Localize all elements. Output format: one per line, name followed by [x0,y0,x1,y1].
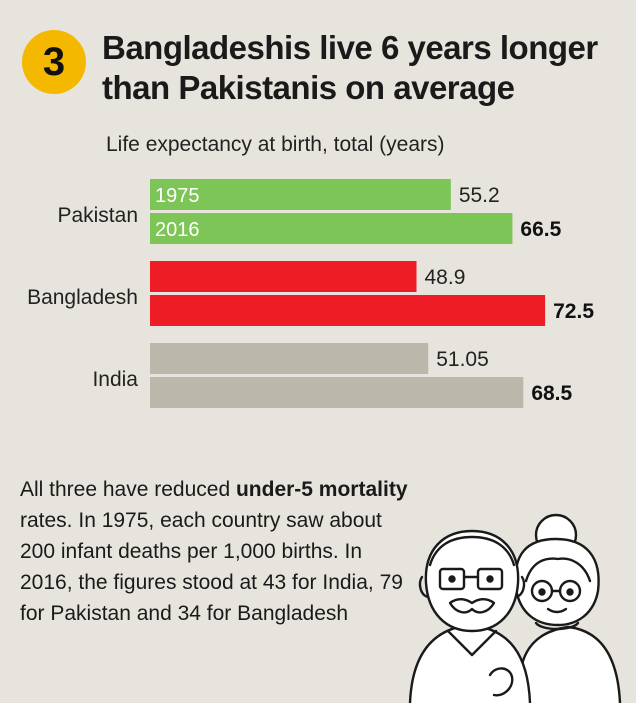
value-label-pakistan-2016: 66.5 [520,218,561,241]
category-label-bangladesh: Bangladesh [27,286,138,309]
bar-series-label-2016: 2016 [155,219,200,241]
section-number-badge: 3 [22,30,86,94]
value-label-bangladesh-1975: 48.9 [425,266,466,289]
value-label-bangladesh-2016: 72.5 [553,300,594,323]
bar-bangladesh-1975 [150,261,417,292]
section-number: 3 [42,39,66,84]
bar-pakistan-2016 [150,213,513,244]
bar-india-1975 [150,343,429,374]
note-text-1: All three have reduced [20,478,236,501]
bar-india-2016 [150,377,524,408]
life-expectancy-bar-chart: 1975 55.2 2016 66.5 Pakistan 48.9 72.5 Banglade… [27,179,594,408]
headline: Bangladeshis live 6 years longer than Pa… [102,28,622,108]
bar-pakistan-1975 [150,179,451,210]
category-label-pakistan: Pakistan [57,204,138,227]
value-label-india-1975: 51.05 [436,348,489,371]
category-label-india: India [92,368,138,391]
chart-subtitle: Life expectancy at birth, total (years) [106,133,445,156]
bar-bangladesh-2016 [150,295,546,326]
note-bold-text: under-5 mortality [235,478,408,501]
mortality-note: All three have reduced under-5 mortality… [20,474,410,629]
value-label-india-2016: 68.5 [531,382,572,405]
headline-line-2: than Pakistanis on average [102,69,515,106]
value-label-pakistan-1975: 55.2 [459,184,500,207]
headline-line-1: Bangladeshis live 6 years longer [102,29,598,66]
elderly-couple-icon [408,513,622,703]
bar-series-label-1975: 1975 [155,185,200,207]
note-text-2: rates. In 1975, each country saw about 2… [20,509,403,625]
